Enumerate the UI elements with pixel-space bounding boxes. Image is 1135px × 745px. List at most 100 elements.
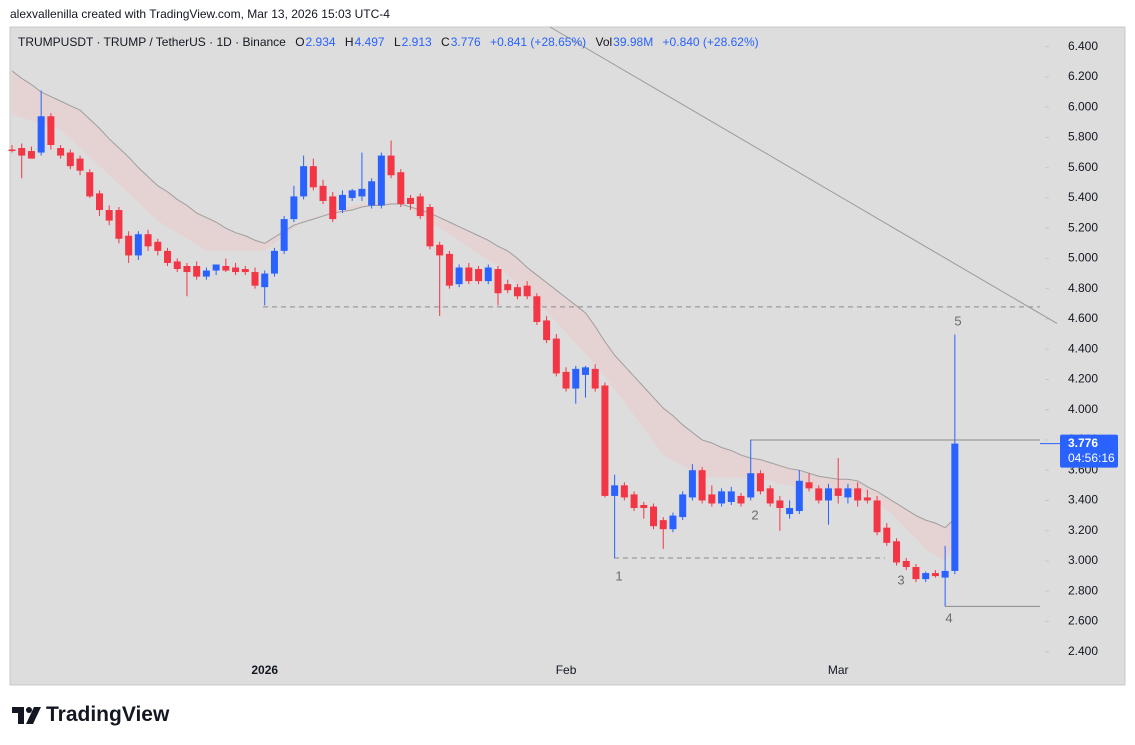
candle-body — [416, 196, 424, 217]
candle-body — [854, 488, 862, 501]
candle-body — [484, 267, 492, 282]
candle-body — [766, 488, 774, 504]
candle-body — [164, 250, 172, 263]
wave-label: 4 — [945, 610, 952, 625]
footer: TradingView — [12, 703, 169, 727]
y-tick-label: 3.200 — [1068, 523, 1098, 537]
candle-body — [134, 234, 142, 256]
candle-body — [222, 265, 230, 271]
candle-body — [144, 234, 152, 247]
candle-body — [407, 197, 415, 204]
candle-body — [601, 385, 609, 496]
candle-body — [824, 488, 832, 501]
candle-body — [290, 196, 298, 220]
candle-body — [86, 172, 94, 197]
x-tick-label: 2026 — [251, 663, 278, 677]
candle-body — [756, 473, 764, 492]
candle-body — [57, 148, 65, 156]
candle-body — [504, 284, 512, 291]
candle-body — [455, 267, 463, 285]
candle-body — [494, 269, 502, 294]
chart-panel — [9, 26, 1126, 686]
candle-body — [552, 338, 560, 374]
candle-body — [436, 244, 444, 256]
trend-line — [549, 26, 1058, 324]
volume: 39.98M — [613, 35, 654, 49]
volume-key: Vol — [595, 35, 613, 49]
ohlc-key: O — [295, 35, 305, 49]
candle-body — [581, 367, 589, 375]
wave-label: 2 — [751, 507, 758, 522]
candle-body — [795, 480, 803, 512]
ohlc-value: 2.913 — [401, 35, 432, 49]
candle-body — [475, 269, 483, 282]
candle-body — [329, 196, 337, 220]
x-tick-label: Mar — [828, 663, 849, 677]
candle-body — [650, 506, 658, 527]
candle-body — [611, 485, 619, 496]
candle-body — [232, 267, 240, 273]
candle-body — [251, 272, 259, 286]
y-tick-label: 5.200 — [1068, 220, 1098, 234]
ma-line — [11, 70, 956, 529]
candle-body — [8, 149, 16, 152]
candle-body — [397, 172, 405, 204]
y-tick-label: 5.600 — [1068, 160, 1098, 174]
candle-body — [572, 368, 580, 389]
candle-body — [523, 285, 531, 297]
logo-icon — [12, 707, 41, 724]
credit: alexvallenilla created with TradingView.… — [10, 7, 390, 21]
volume-change: +0.840 (+28.62%) — [662, 35, 759, 49]
candle-body — [202, 270, 210, 277]
candle-body — [76, 158, 84, 171]
candle-body — [727, 491, 735, 502]
candle-body — [747, 473, 755, 498]
candle-body — [173, 261, 181, 270]
candle-body — [261, 273, 269, 288]
ohlc-value: 2.934 — [305, 35, 336, 49]
chart: 2.4002.6002.8003.0003.2003.4003.6003.800… — [8, 26, 1126, 686]
candle-body — [377, 155, 385, 206]
candle-body — [912, 567, 920, 580]
candle-body — [445, 253, 453, 286]
candle-body — [125, 235, 133, 256]
candle-body — [873, 500, 881, 533]
ohlc-key: H — [344, 35, 354, 49]
candle-body — [368, 181, 376, 206]
y-tick-label: 6.000 — [1068, 99, 1098, 113]
y-tick-label: 5.800 — [1068, 130, 1098, 144]
candle-body — [154, 241, 162, 251]
y-tick-label: 4.200 — [1068, 372, 1098, 386]
ohlc-key: C — [441, 35, 450, 49]
ohlc-key: L — [393, 35, 401, 49]
candle-body — [786, 508, 794, 515]
price-label: 3.776 — [1068, 436, 1098, 450]
x-tick-label: Feb — [556, 663, 577, 677]
candle-body — [105, 210, 113, 221]
candle-body — [834, 488, 842, 496]
candle-body — [591, 368, 599, 389]
candle-body — [679, 494, 687, 518]
candle-body — [115, 210, 123, 239]
candle-body — [319, 185, 327, 201]
candle-body — [47, 116, 55, 145]
candle-body — [737, 495, 745, 504]
y-tick-label: 4.400 — [1068, 341, 1098, 355]
candle-body — [688, 470, 696, 498]
candle-body — [630, 494, 638, 509]
candle-body — [212, 264, 220, 271]
wave-label: 5 — [954, 313, 961, 328]
y-tick-label: 4.800 — [1068, 281, 1098, 295]
candle-body — [659, 520, 667, 530]
candle-body — [922, 573, 930, 580]
candle-body — [941, 570, 949, 578]
brand: TradingView — [46, 703, 170, 726]
candle-body — [776, 500, 784, 509]
candle-body — [951, 443, 959, 571]
candle-body — [893, 541, 901, 563]
candle-body — [513, 287, 521, 297]
y-tick-label: 5.400 — [1068, 190, 1098, 204]
symbol: TRUMPUSDT · TRUMP / TetherUS · 1D · Bina… — [18, 35, 286, 49]
candle-body — [338, 194, 346, 211]
